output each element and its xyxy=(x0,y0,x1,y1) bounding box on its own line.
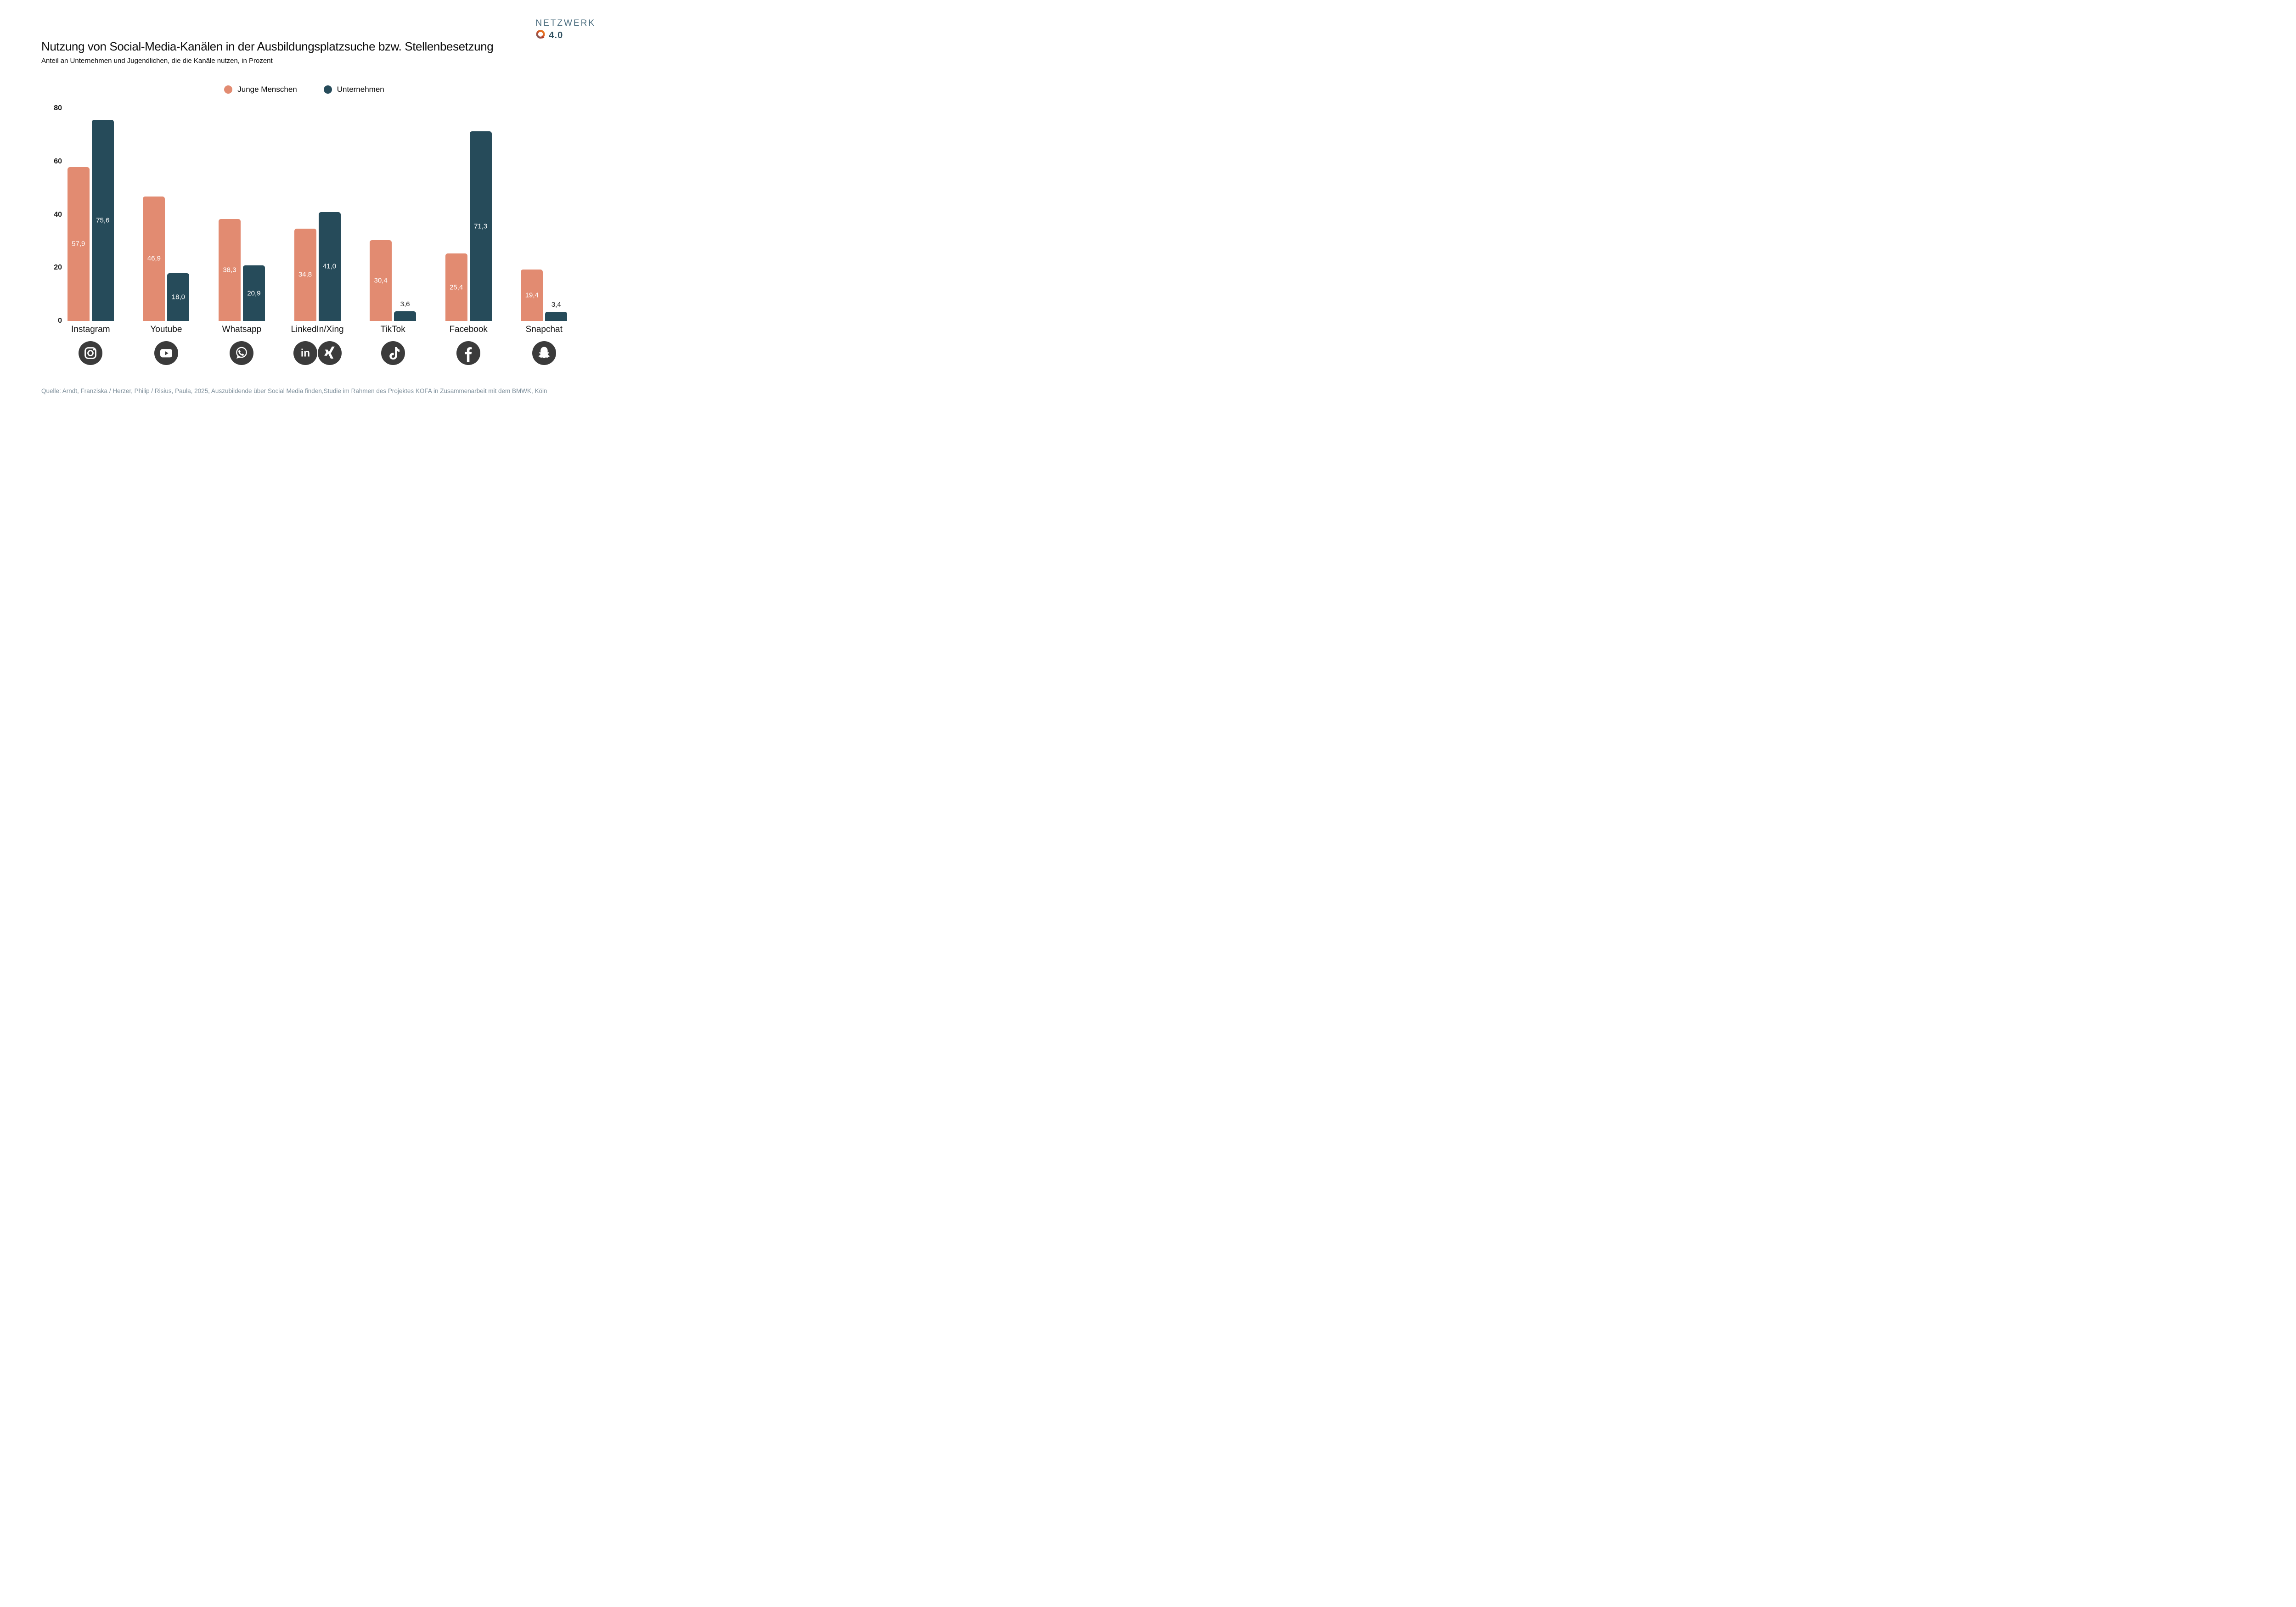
bar-pair: 34,8 41,0 xyxy=(294,108,341,321)
page-title: Nutzung von Social-Media-Kanälen in der … xyxy=(41,39,494,53)
bar-group-tiktok: 30,4 3,6 xyxy=(355,108,431,321)
y-axis-tick-20: 20 xyxy=(54,264,62,272)
legend-label: Junge Menschen xyxy=(237,85,297,94)
bar-value-label: 57,9 xyxy=(72,240,85,248)
bar-group-snapchat: 19,4 3,4 xyxy=(506,108,582,321)
bar-pair: 57,9 75,6 xyxy=(67,108,114,321)
category-block-linkedin-xing: LinkedIn/Xing in xyxy=(280,325,355,365)
instagram-icon xyxy=(79,341,103,365)
bar-youtube-junge-menschen: 46,9 xyxy=(143,196,165,321)
bar-tiktok-unternehmen: 3,6 xyxy=(394,300,416,321)
bar-group-youtube: 46,9 18,0 xyxy=(129,108,204,321)
bar-snapchat-unternehmen: 3,4 xyxy=(545,301,568,321)
category-icons-tiktok xyxy=(381,341,405,365)
category-label-youtube: Youtube xyxy=(150,325,182,334)
bar-youtube-unternehmen: 18,0 xyxy=(167,273,190,321)
bar-value-label: 38,3 xyxy=(223,266,236,274)
bar-facebook-junge-menschen: 25,4 xyxy=(445,253,467,321)
bar-value-label: 3,4 xyxy=(551,301,561,309)
bar-value-label: 25,4 xyxy=(450,283,463,291)
bar-instagram-junge-menschen: 57,9 xyxy=(67,167,90,321)
bar-whatsapp-unternehmen: 20,9 xyxy=(242,265,265,321)
legend-item-junge-menschen: Junge Menschen xyxy=(224,85,297,94)
bar-value-label: 34,8 xyxy=(298,270,312,279)
plot-area: 0 20 40 60 80 57,9 75,6 46,9 18,0 38,3 20,9 34,8 41,… xyxy=(53,104,582,325)
bar-value-label: 41,0 xyxy=(322,262,337,270)
category-icons-facebook xyxy=(456,341,481,365)
bar-facebook-unternehmen: 71,3 xyxy=(469,131,492,321)
category-icons-instagram xyxy=(79,341,103,365)
logo-wordmark: NETZWERK xyxy=(535,18,596,28)
q-network-icon xyxy=(535,29,546,42)
category-block-youtube: Youtube xyxy=(129,325,204,365)
page-subtitle: Anteil an Unternehmen und Jugendlichen, … xyxy=(41,57,273,65)
bar-group-linkedin-xing: 34,8 41,0 xyxy=(280,108,355,321)
category-icons-snapchat xyxy=(532,341,556,365)
legend-dot xyxy=(323,85,332,94)
legend-dot xyxy=(224,85,233,94)
category-label-whatsapp: Whatsapp xyxy=(222,325,262,334)
category-block-snapchat: Snapchat xyxy=(506,325,582,365)
y-axis-tick-60: 60 xyxy=(54,157,62,165)
bar-value-label: 46,9 xyxy=(147,254,161,263)
legend-item-unternehmen: Unternehmen xyxy=(323,85,384,94)
legend-label: Unternehmen xyxy=(337,85,384,94)
bar-instagram-unternehmen: 75,6 xyxy=(91,120,114,321)
bar-value-label: 75,6 xyxy=(96,216,110,225)
bar-value-label: 18,0 xyxy=(171,293,185,301)
tiktok-icon xyxy=(381,341,405,365)
logo-row: 4.0 xyxy=(535,29,596,42)
bar-value-label: 30,4 xyxy=(374,276,388,285)
logo-version: 4.0 xyxy=(549,30,563,40)
bar-pair: 25,4 71,3 xyxy=(445,108,492,321)
facebook-icon xyxy=(456,341,481,365)
bar-pair: 38,3 20,9 xyxy=(218,108,265,321)
category-label-facebook: Facebook xyxy=(449,325,488,334)
bar-linkedin-xing-junge-menschen: 34,8 xyxy=(294,228,316,321)
y-axis-tick-80: 80 xyxy=(54,104,62,112)
bar-value-label: 19,4 xyxy=(525,291,539,299)
source-citation: Quelle: Arndt, Franziska / Herzer, Phili… xyxy=(41,388,547,394)
category-axis: Instagram Youtube Whatsapp LinkedIn/Xing… xyxy=(53,325,582,365)
bar-value-label: 71,3 xyxy=(474,222,488,230)
category-block-tiktok: TikTok xyxy=(355,325,431,365)
category-icons-linkedin-xing: in xyxy=(293,341,342,365)
bar-pair: 19,4 3,4 xyxy=(521,108,568,321)
category-block-facebook: Facebook xyxy=(431,325,506,365)
bar-group-whatsapp: 38,3 20,9 xyxy=(204,108,280,321)
bar-group-facebook: 25,4 71,3 xyxy=(431,108,506,321)
category-icons-whatsapp xyxy=(230,341,254,365)
chart-legend: Junge Menschen Unternehmen xyxy=(0,85,608,94)
bar-value-label: 20,9 xyxy=(247,289,261,298)
bar-value-label: 3,6 xyxy=(400,300,410,309)
category-block-instagram: Instagram xyxy=(53,325,129,365)
category-label-linkedin-xing: LinkedIn/Xing xyxy=(291,325,344,334)
bar-chart: 0 20 40 60 80 57,9 75,6 46,9 18,0 38,3 20,9 34,8 41,… xyxy=(53,104,582,365)
bar-group-instagram: 57,9 75,6 xyxy=(53,108,129,321)
netzwerk-q40-logo: NETZWERK 4.0 xyxy=(535,18,596,42)
category-block-whatsapp: Whatsapp xyxy=(204,325,280,365)
category-label-instagram: Instagram xyxy=(71,325,110,334)
category-label-snapchat: Snapchat xyxy=(525,325,563,334)
bar-whatsapp-junge-menschen: 38,3 xyxy=(218,219,241,321)
page: NETZWERK 4.0 Nutzung von Social-Media-Ka… xyxy=(0,0,608,402)
category-icons-youtube xyxy=(154,341,178,365)
youtube-icon xyxy=(154,341,178,365)
bar-pair: 46,9 18,0 xyxy=(143,108,190,321)
bar-tiktok-junge-menschen: 30,4 xyxy=(370,240,392,321)
category-label-tiktok: TikTok xyxy=(380,325,405,334)
y-axis-tick-0: 0 xyxy=(58,317,62,325)
snapchat-icon xyxy=(532,341,556,365)
bar-snapchat-junge-menschen: 19,4 xyxy=(521,269,543,321)
svg-text:in: in xyxy=(300,347,310,359)
y-axis-tick-40: 40 xyxy=(54,210,62,219)
linkedin-icon: in xyxy=(293,341,317,365)
whatsapp-icon xyxy=(230,341,254,365)
bar-linkedin-xing-unternehmen: 41,0 xyxy=(318,212,341,321)
xing-icon xyxy=(317,341,342,365)
bar-pair: 30,4 3,6 xyxy=(370,108,416,321)
